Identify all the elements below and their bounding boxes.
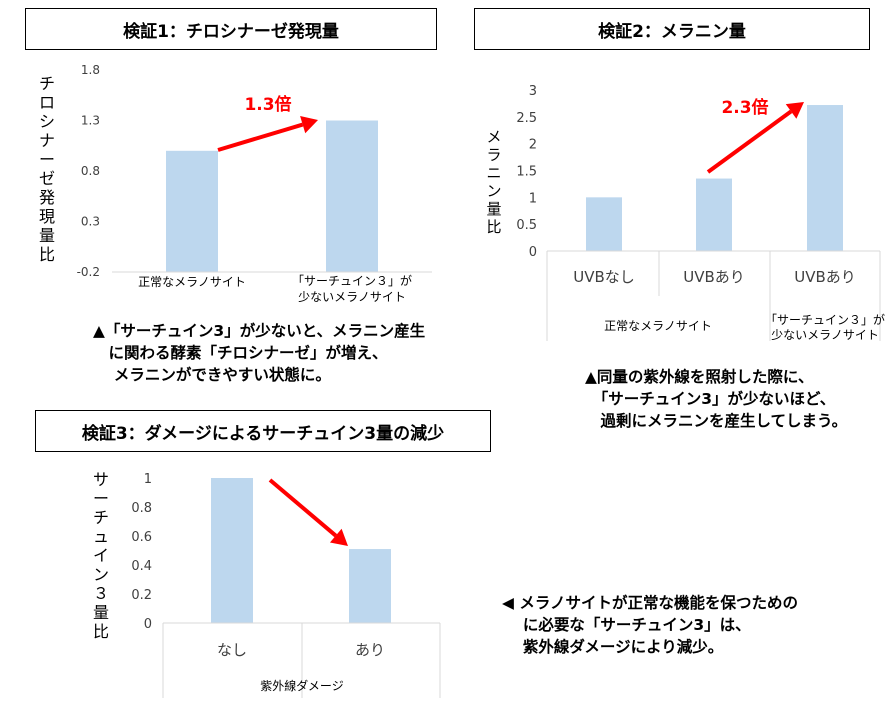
y-tick-label: 0.6 [131, 530, 152, 545]
ylabel-char: 発 [38, 188, 55, 207]
ylabel-char: ュ [92, 527, 109, 546]
bar [349, 549, 391, 623]
x-group-label: 少ないメラノサイト [771, 328, 879, 342]
x-axis-title: 紫外線ダメージ [260, 678, 343, 693]
ylabel-char: メ [486, 128, 502, 146]
caption-line: ▲「サーチュイン3」が少ないと、メラニン産生 [93, 322, 426, 340]
y-tick-label: 1.5 [516, 165, 537, 180]
chart3-caption: ◀ メラノサイトが正常な機能を保つための に必要な「サーチュイン3」は、 紫外線… [502, 592, 798, 658]
y-tick-label: 0.8 [81, 164, 100, 178]
x-category-label: UVBあり [794, 268, 856, 286]
caption-line: に必要な「サーチュイン3」は、 [502, 616, 751, 634]
chart3-title: 検証3：ダメージによるサーチュイン3量の減少 [35, 410, 491, 452]
y-tick-label: 0 [144, 617, 152, 632]
ylabel-char: 量 [38, 226, 55, 245]
x-category-label: 正常なメラノサイト [138, 275, 246, 289]
y-tick-label: -0.2 [77, 265, 100, 279]
caption-line: メラニンができやすい状態に。 [93, 366, 331, 384]
ylabel-char: ン [92, 565, 109, 584]
y-tick-label: 0.3 [81, 215, 100, 229]
annotation-label: 1.3倍 [244, 94, 291, 115]
arrow-shaft [268, 478, 338, 538]
y-tick-label: 2.5 [516, 111, 537, 126]
ylabel-char: 現 [38, 207, 55, 226]
ylabel-char: チ [92, 508, 109, 527]
bar [696, 178, 732, 251]
caption-line: 紫外線ダメージにより減少。 [502, 638, 724, 656]
y-tick-label: 0.4 [131, 559, 152, 574]
trend-arrow [706, 102, 804, 174]
y-tick-label: 3 [529, 84, 537, 99]
ylabel-char: ー [38, 150, 55, 169]
y-tick-label: 0.8 [131, 501, 152, 516]
caption-line: ▲同量の紫外線を照射した際に、 [585, 368, 814, 386]
ylabel-char: サ [92, 470, 109, 489]
caption-line: 「サーチュイン3」が少ないほど、 [585, 390, 836, 408]
ylabel-char: ロ [38, 93, 55, 112]
bar [166, 150, 218, 272]
arrow-head [329, 528, 348, 546]
caption-line: に関わる酵素「チロシナーゼ」が増え、 [93, 344, 388, 362]
ylabel-char: ３ [92, 584, 109, 603]
chart1-title: 検証1：チロシナーゼ発現量 [25, 8, 437, 50]
bar [211, 478, 253, 623]
ylabel-char: ニ [486, 164, 502, 182]
ylabel-char: シ [38, 112, 55, 131]
x-category-label: なし [217, 641, 247, 659]
x-group-label: 正常なメラノサイト [604, 319, 712, 333]
x-category-label: 少ないメラノサイト [298, 290, 406, 304]
ylabel-char: チ [38, 74, 55, 93]
annotation-label: 2.3倍 [721, 97, 768, 118]
x-category-label: あり [355, 641, 385, 659]
arrow-shaft [706, 109, 793, 174]
ylabel-char: 比 [486, 218, 502, 236]
ylabel-char: ン [486, 182, 502, 200]
x-group-label: 「サーチュイン３」が [765, 312, 885, 327]
x-category-label: UVBなし [573, 268, 635, 286]
y-tick-label: 1 [529, 191, 537, 206]
arrow-shaft [217, 122, 304, 152]
ylabel-char: 量 [486, 200, 502, 218]
y-tick-label: 1.8 [81, 63, 100, 77]
ylabel-char: ラ [486, 146, 502, 164]
ylabel-char: イ [92, 546, 109, 565]
bar [807, 105, 843, 251]
chart1-caption: ▲「サーチュイン3」が少ないと、メラニン産生 に関わる酵素「チロシナーゼ」が増え… [93, 320, 425, 386]
bar [586, 197, 622, 251]
y-tick-label: 1 [144, 472, 152, 487]
ylabel-char: ナ [38, 131, 55, 150]
ylabel-char: ゼ [38, 169, 55, 188]
caption-line: ◀ メラノサイトが正常な機能を保つための [502, 594, 799, 612]
y-tick-label: 0.5 [516, 218, 537, 233]
x-category-label: UVBあり [683, 268, 745, 286]
y-tick-label: 1.3 [81, 114, 100, 128]
chart2-caption: ▲同量の紫外線を照射した際に、 「サーチュイン3」が少ないほど、 過剰にメラニン… [585, 366, 847, 432]
arrow-head [300, 115, 318, 134]
chart2-title: 検証2：メラニン量 [474, 8, 870, 50]
ylabel-char: 量 [92, 603, 109, 622]
y-tick-label: 2 [529, 138, 537, 153]
chart2-ylabel: メラニン量比 [484, 128, 504, 236]
caption-line: 過剰にメラニンを産生してしまう。 [585, 412, 848, 430]
ylabel-char: ー [92, 489, 109, 508]
y-tick-label: 0.2 [131, 588, 152, 603]
arrow-head [785, 102, 804, 119]
ylabel-char: 比 [92, 622, 109, 641]
trend-arrow [268, 478, 348, 546]
trend-arrow [217, 115, 318, 152]
bar [326, 120, 378, 272]
y-tick-label: 0 [529, 245, 537, 260]
chart1-ylabel: チロシナーゼ発現量比 [37, 74, 57, 264]
x-category-label: 「サーチュイン３」が [292, 273, 412, 288]
ylabel-char: 比 [38, 245, 55, 264]
